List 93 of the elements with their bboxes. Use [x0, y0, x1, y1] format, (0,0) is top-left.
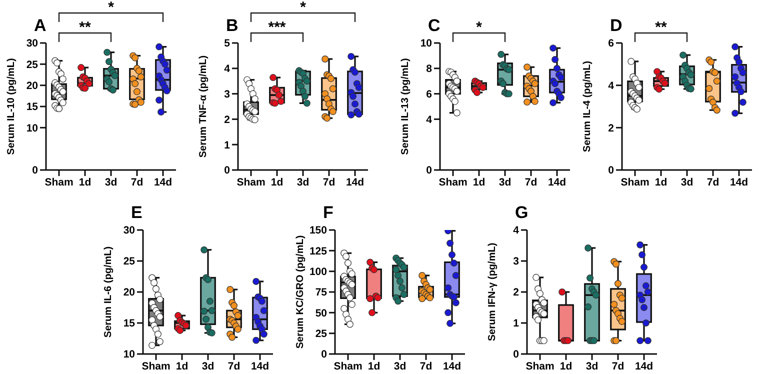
- y-tick-label: 2: [608, 122, 614, 134]
- y-tick-label: 15: [26, 101, 38, 114]
- y-tick-label: 150: [309, 224, 328, 237]
- y-tick-label: 6: [608, 38, 614, 50]
- y-tick-label: 10: [420, 38, 432, 50]
- chart-title: C: [428, 16, 440, 35]
- y-axis-title: Serum IL-6 (pg/mL): [103, 246, 114, 338]
- y-axis-title: Serum IL-4 (pg/mL): [582, 60, 593, 152]
- y-tick-label: 4: [426, 114, 432, 126]
- y-tick-label: 10: [123, 348, 136, 361]
- y-tick-label: 125: [309, 245, 328, 258]
- chart-title: E: [131, 203, 142, 222]
- y-tick-label: 30: [26, 38, 38, 50]
- x-tick-label: 3d: [202, 360, 214, 372]
- x-tick-label: 3d: [498, 176, 512, 188]
- chart-title: D: [610, 16, 622, 35]
- x-tick-label: 1d: [560, 360, 572, 372]
- x-tick-label: 14d: [634, 360, 654, 372]
- y-tick-label: 4: [224, 63, 230, 76]
- x-tick-label: 14d: [442, 360, 462, 372]
- x-tick-label: 1d: [176, 360, 188, 372]
- y-axis-title: Serum TNF-α (pg/mL): [198, 55, 209, 158]
- y-tick-label: 3: [224, 88, 230, 101]
- y-tick-label: 30: [123, 224, 136, 237]
- x-tick-label: 1d: [368, 360, 380, 372]
- y-tick-label: 6: [426, 88, 432, 101]
- x-tick-label: 7d: [706, 176, 720, 188]
- y-tick-label: 2: [513, 286, 520, 299]
- text: *: [108, 0, 114, 16]
- y-tick-label: 0: [608, 164, 614, 177]
- x-tick-label: 7d: [228, 360, 240, 372]
- x-tick-label: 7d: [612, 360, 624, 372]
- y-tick-label: 4: [608, 80, 614, 92]
- x-tick-label: 3d: [104, 176, 118, 188]
- y-tick-label: 0: [32, 164, 38, 177]
- y-axis-title: Serum IFN-γ (pg/mL): [487, 242, 498, 342]
- y-tick-label: 2: [224, 114, 230, 126]
- x-tick-label: 1d: [270, 176, 284, 188]
- text: *: [476, 19, 482, 36]
- text: ***: [268, 19, 286, 36]
- y-tick-label: 0: [513, 348, 520, 361]
- x-tick-label: 3d: [394, 360, 406, 372]
- y-tick-label: 5: [224, 38, 230, 50]
- x-tick-label: 14d: [730, 176, 748, 188]
- y-tick-label: 20: [26, 80, 38, 92]
- y-tick-label: 50: [315, 307, 328, 320]
- chart-title: A: [34, 16, 46, 35]
- y-axis-title: Serum IL-10 (pg/mL): [6, 58, 17, 155]
- x-tick-label: 3d: [680, 176, 694, 188]
- x-tick-label: 14d: [346, 176, 364, 188]
- y-tick-label: 75: [315, 286, 328, 299]
- x-tick-label: 3d: [586, 360, 598, 372]
- x-tick-label: 7d: [420, 360, 432, 372]
- x-tick-label: 14d: [548, 176, 566, 188]
- y-tick-label: 10: [26, 122, 38, 134]
- x-tick-label: Sham: [236, 176, 266, 188]
- chart-title: F: [323, 203, 334, 222]
- y-tick-label: 8: [426, 63, 432, 76]
- y-tick-label: 0: [426, 164, 432, 177]
- y-axis-title: Serum KC/GRO (pg/mL): [295, 235, 306, 349]
- y-tick-label: 20: [123, 286, 136, 299]
- x-tick-label: 1d: [654, 176, 668, 188]
- y-axis-title: Serum IL-13 (pg/mL): [400, 58, 411, 155]
- x-tick-label: Sham: [142, 360, 170, 372]
- x-tick-label: 7d: [524, 176, 538, 188]
- text: *: [300, 0, 306, 16]
- x-tick-label: Sham: [526, 360, 554, 372]
- y-tick-label: 25: [26, 58, 38, 71]
- x-tick-label: 1d: [78, 176, 92, 188]
- x-tick-label: 3d: [296, 176, 310, 188]
- y-tick-label: 25: [315, 328, 328, 340]
- chart-title: B: [226, 16, 238, 35]
- y-tick-label: 1: [513, 318, 520, 330]
- y-tick-label: 100: [309, 266, 328, 278]
- y-tick-label: 0: [321, 348, 328, 361]
- x-tick-label: 14d: [250, 360, 270, 372]
- x-tick-label: Sham: [438, 176, 468, 188]
- x-tick-label: 14d: [154, 176, 172, 188]
- y-tick-label: 1: [224, 139, 230, 152]
- y-tick-label: 0: [224, 164, 230, 177]
- x-tick-label: Sham: [44, 176, 74, 188]
- text: **: [79, 19, 91, 36]
- y-tick-label: 4: [513, 224, 520, 237]
- y-tick-label: 25: [123, 256, 136, 268]
- x-tick-label: Sham: [334, 360, 362, 372]
- x-tick-label: Sham: [620, 176, 650, 188]
- x-tick-label: 7d: [130, 176, 144, 188]
- y-tick-label: 15: [123, 318, 136, 330]
- text: **: [655, 19, 667, 36]
- x-tick-label: 7d: [322, 176, 336, 188]
- x-tick-label: 1d: [472, 176, 486, 188]
- chart-title: G: [515, 203, 528, 222]
- y-tick-label: 3: [513, 256, 520, 268]
